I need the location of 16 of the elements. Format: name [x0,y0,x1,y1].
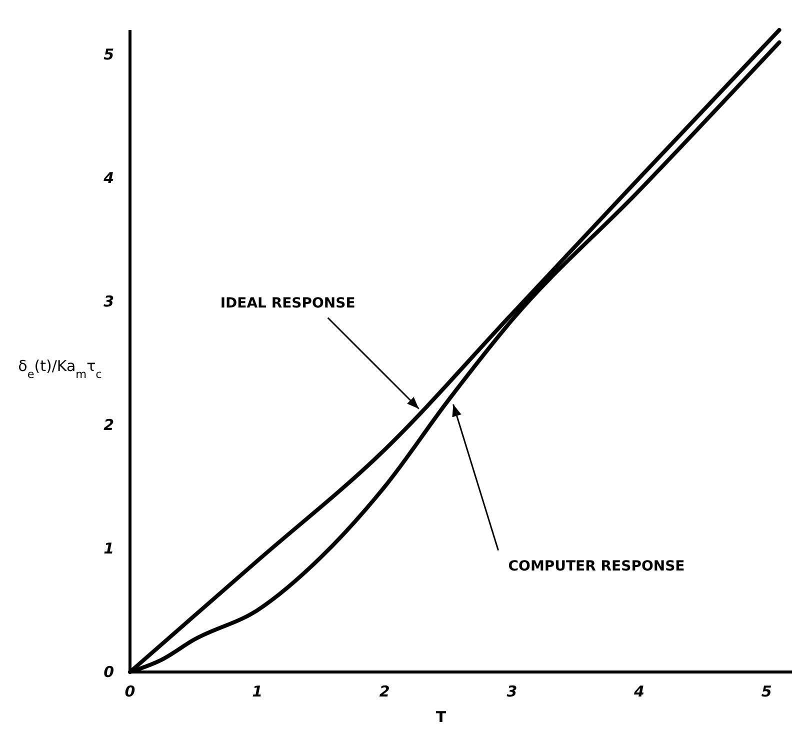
annotation: IDEAL RESPONSE [220,296,356,312]
y-tick-label: 2 [104,416,114,434]
y-tick-label: 4 [102,168,114,187]
y-tick-label: 5 [104,45,114,64]
y-tick-label: 1 [104,539,114,558]
y-tick-label: 0 [104,662,114,681]
x-tick-label: 5 [761,682,772,701]
annotation: COMPUTER RESPONSE [508,558,685,574]
x-tick-label: 4 [633,682,644,701]
x-tick-label: 2 [379,682,390,701]
x-tick-label: 1 [252,682,263,701]
x-tick-label: 0 [124,682,136,701]
x-axis-title: T [436,708,447,726]
x-tick-label: 3 [506,682,518,701]
y-axis-title: δ$_{e}$(t)/Ka$_{m}$τ$_{c}$ [18,357,102,380]
y-tick-label: 3 [104,292,114,310]
